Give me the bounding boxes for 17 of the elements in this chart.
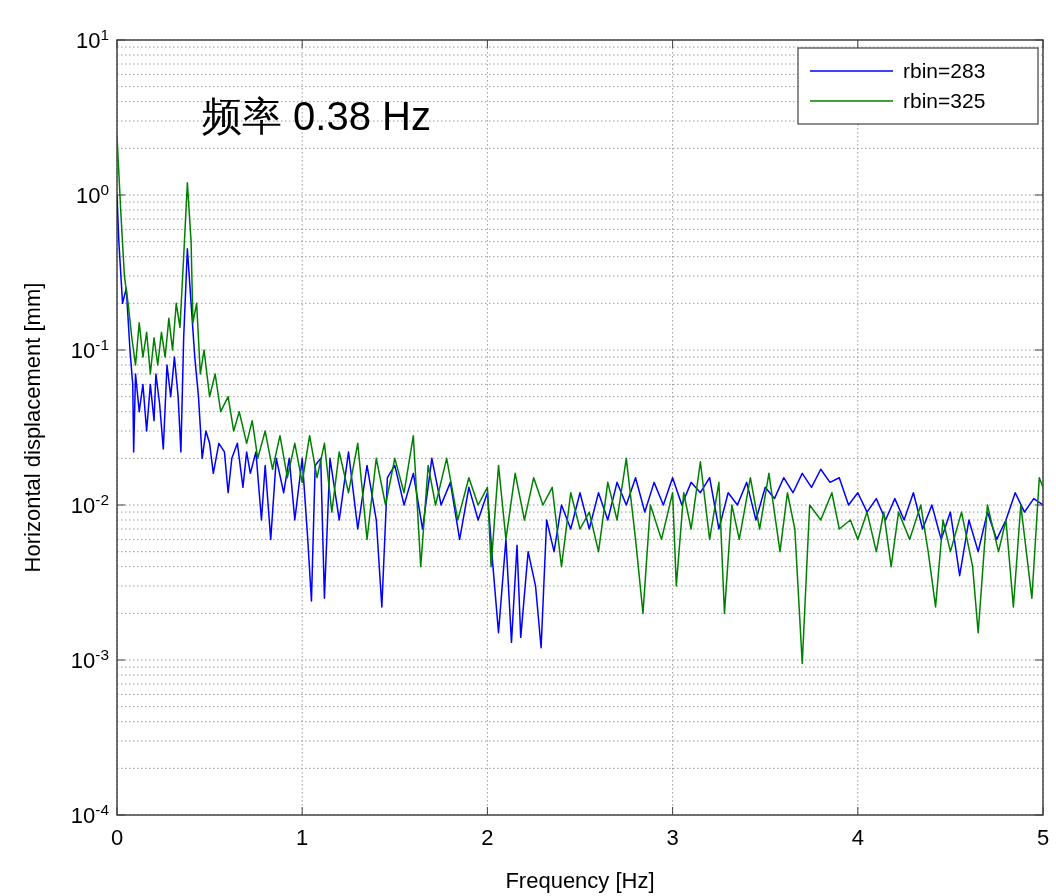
y-tick-label: 10$^{-2}$ — [70, 490, 109, 518]
x-tick-label: 5 — [1036, 825, 1050, 850]
legend-label: rbin=325 — [903, 89, 986, 112]
x-axis-title: Frequency [Hz] — [505, 868, 655, 893]
y-tick-label: 10$^{1}$ — [75, 25, 109, 53]
x-tick-label: 0 — [110, 825, 124, 850]
x-tick-label: 4 — [851, 825, 864, 850]
y-tick-label: 10$^{-3}$ — [70, 645, 109, 673]
x-tick-label: 2 — [481, 825, 494, 850]
y-tick-label: 10$^{-1}$ — [70, 335, 109, 363]
y-tick-label: 10$^{-4}$ — [70, 800, 110, 828]
legend-label: rbin=283 — [903, 59, 986, 82]
y-axis-title: Horizontal displacement [mm] — [20, 282, 45, 573]
x-tick-label: 3 — [666, 825, 679, 850]
annotation: 频率 0.38 Hz — [202, 94, 431, 138]
x-tick-label: 1 — [296, 825, 309, 850]
y-tick-label: 10$^{0}$ — [75, 180, 109, 208]
